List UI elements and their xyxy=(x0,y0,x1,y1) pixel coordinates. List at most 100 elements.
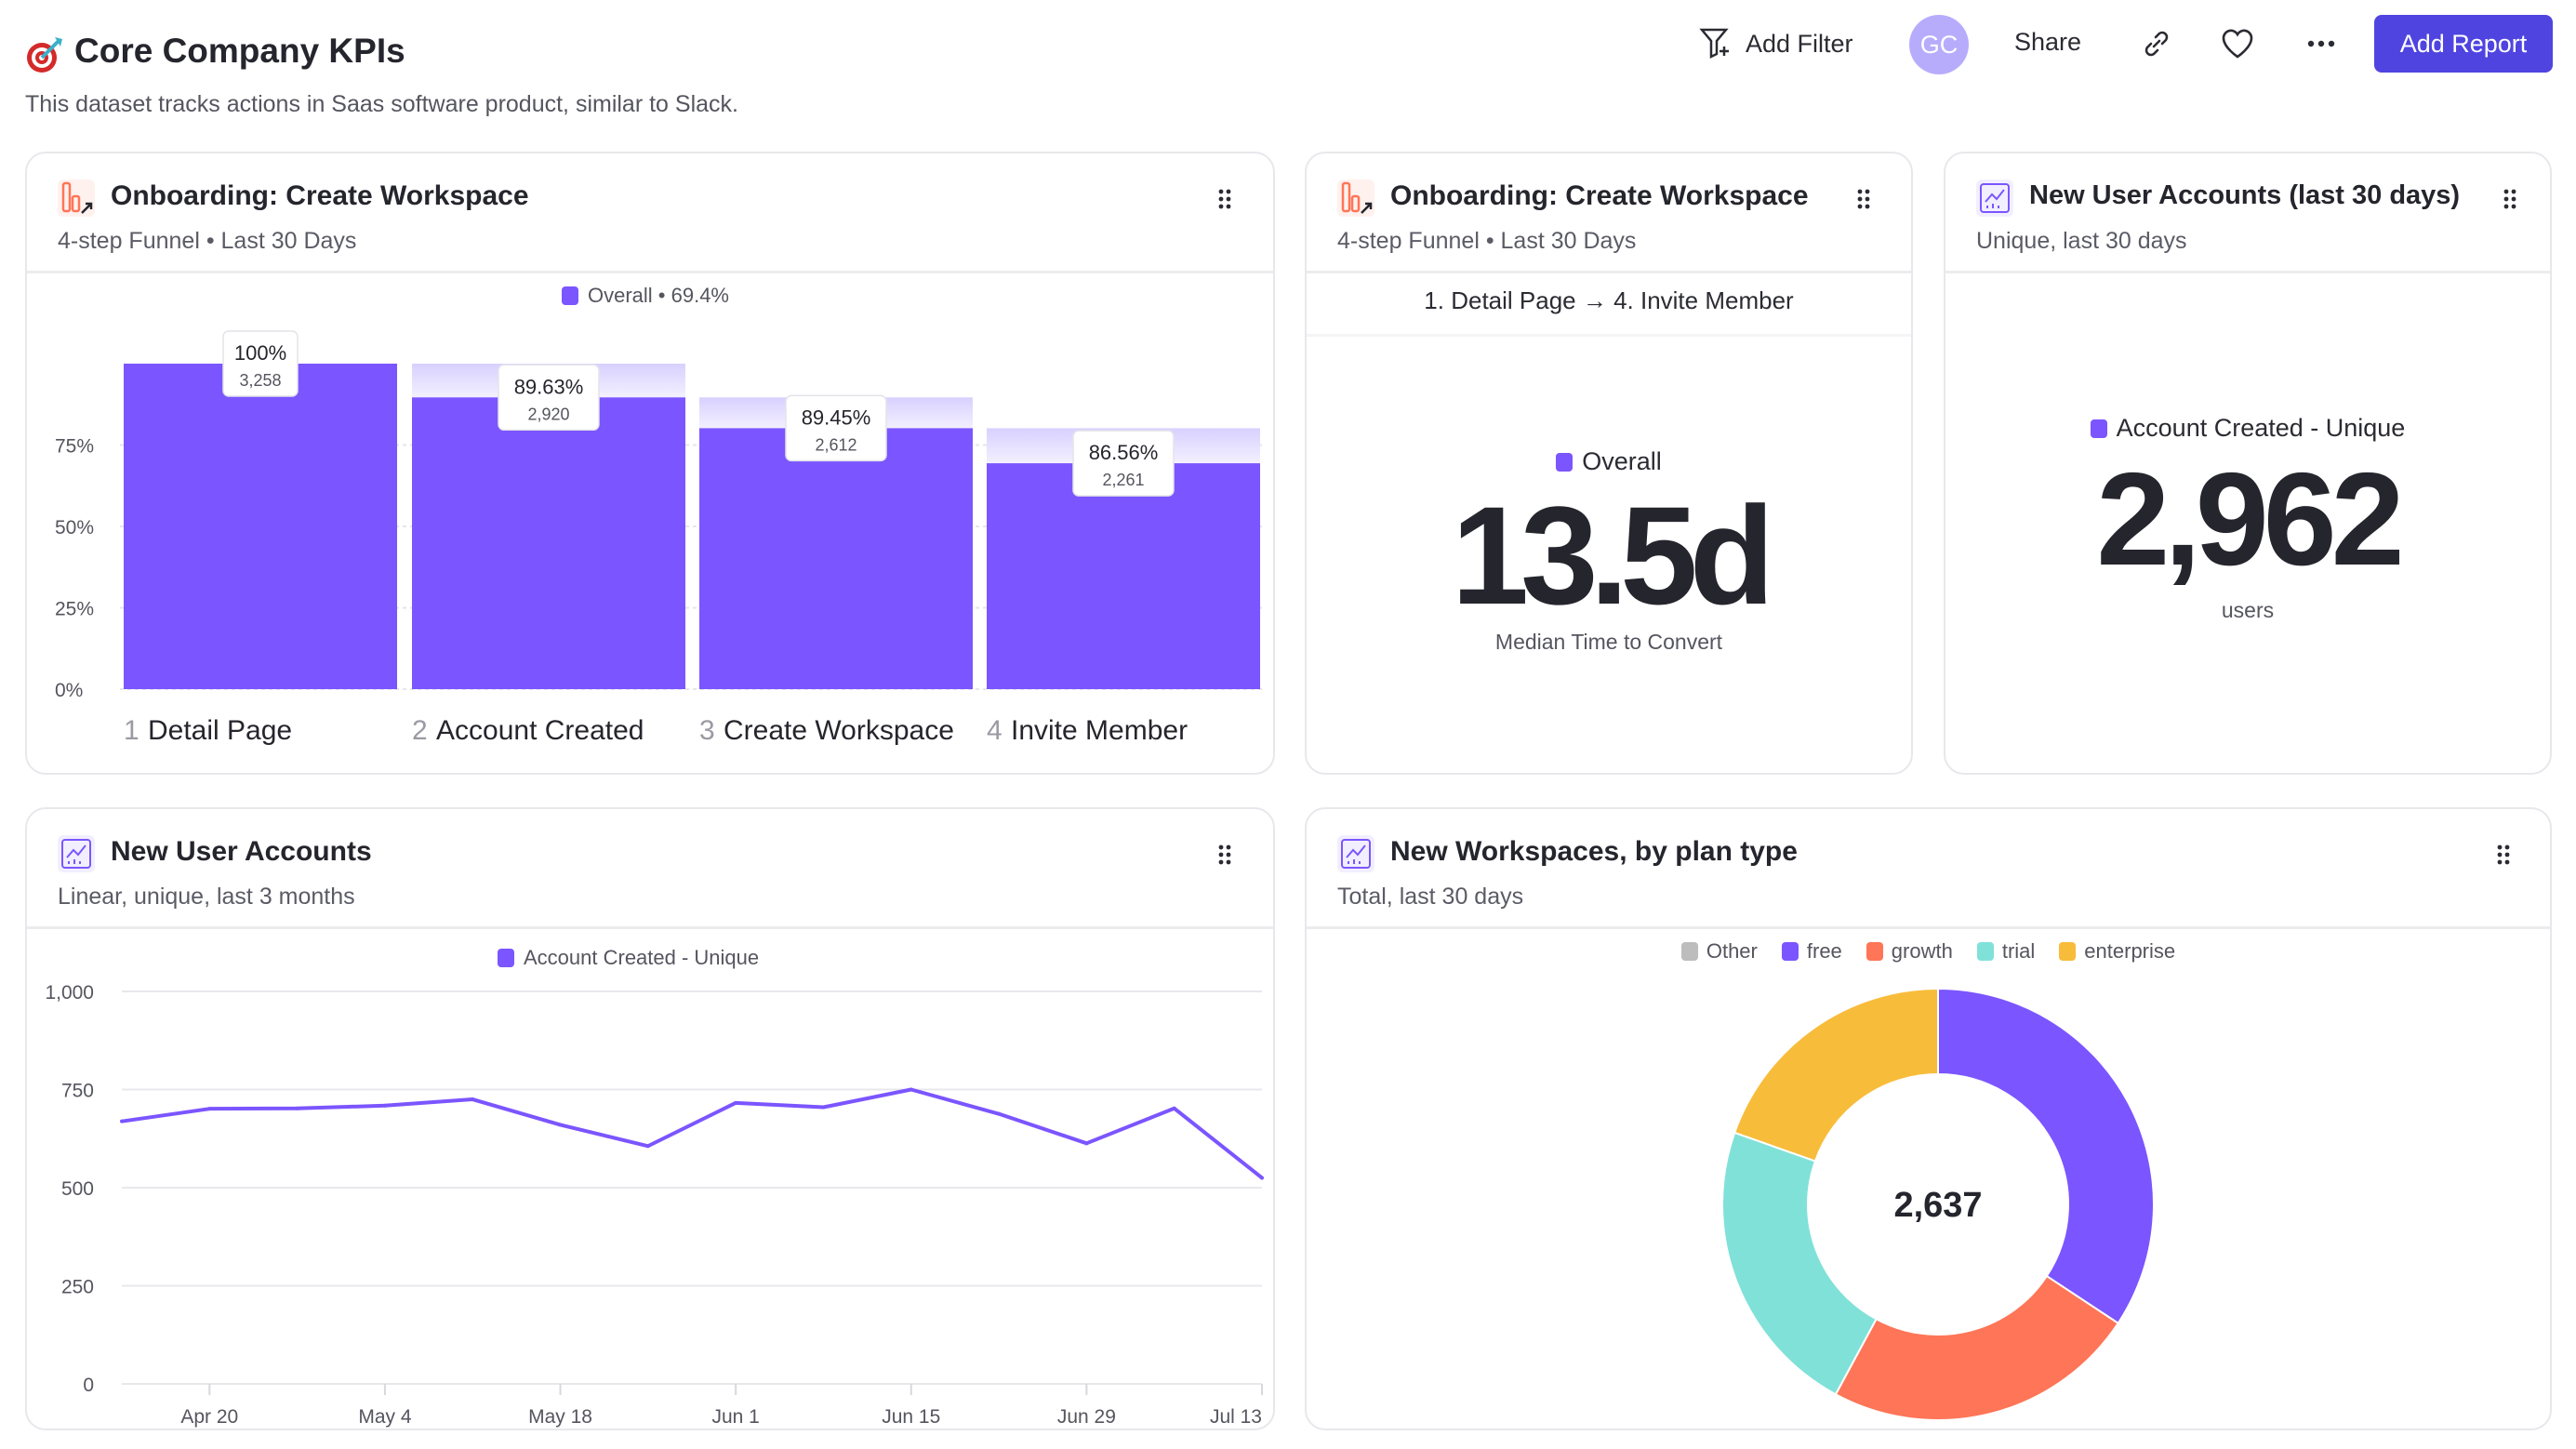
x-tick-label: Jun 29 xyxy=(1057,1406,1116,1428)
card-title: New User Accounts xyxy=(111,836,372,867)
drag-handle-icon[interactable] xyxy=(1857,189,1870,209)
x-tick-label: Jun 15 xyxy=(882,1406,940,1428)
data-point xyxy=(382,1103,387,1108)
legend-label: Account Created - Unique xyxy=(2116,414,2406,442)
filter-plus-icon xyxy=(1699,28,1729,60)
legend-label: Overall xyxy=(1582,447,1662,475)
legend-label: enterprise xyxy=(2084,939,2176,963)
step-label: Detail Page xyxy=(148,715,292,746)
step-label: Account Created xyxy=(436,715,644,746)
funnel-bar xyxy=(124,364,397,689)
data-point xyxy=(645,1144,650,1149)
y-tick-label: 250 xyxy=(61,1277,94,1298)
divider xyxy=(1307,271,1911,273)
data-point xyxy=(295,1106,299,1110)
card-title: New User Accounts (last 30 days) xyxy=(2029,180,2461,210)
funnel-bar xyxy=(987,463,1260,689)
add-filter-button[interactable]: Add Filter xyxy=(1699,26,1853,61)
line-chart-icon xyxy=(1337,835,1374,872)
funnel-bar xyxy=(699,428,973,689)
more-icon[interactable] xyxy=(2307,37,2335,54)
drag-handle-icon[interactable] xyxy=(2497,844,2510,865)
avatar[interactable]: GC xyxy=(1909,15,1969,74)
x-tick-label: May 18 xyxy=(528,1406,592,1428)
data-label-percent: 86.56% xyxy=(1089,441,1159,464)
divider xyxy=(1307,926,2550,929)
heart-icon[interactable] xyxy=(2221,28,2254,64)
data-point xyxy=(1260,1176,1264,1180)
donut-chart: 2,637 xyxy=(1721,987,2155,1421)
y-tick-label: 50% xyxy=(55,517,94,538)
data-label-count: 2,261 xyxy=(1102,471,1144,489)
chart-legend: Other free growth trial enterprise xyxy=(1307,939,2550,964)
legend-item-trial[interactable]: trial xyxy=(1976,939,2036,964)
card-subtitle: 4-step Funnel • Last 30 Days xyxy=(58,228,357,254)
funnel-report-card[interactable]: Onboarding: Create Workspace 4-step Funn… xyxy=(25,152,1275,775)
add-report-button[interactable]: Add Report xyxy=(2374,15,2553,73)
data-point xyxy=(997,1111,1002,1116)
card-subtitle: Total, last 30 days xyxy=(1337,884,1524,910)
donut-total: 2,637 xyxy=(1893,1186,1982,1225)
chart-legend: Overall • 69.4% xyxy=(562,284,729,308)
data-point xyxy=(207,1107,212,1111)
data-label-count: 2,920 xyxy=(527,405,569,423)
data-label-box xyxy=(1072,430,1175,497)
drag-handle-icon[interactable] xyxy=(2503,189,2516,209)
step-number: 3 xyxy=(699,715,715,746)
y-tick-label: 0 xyxy=(83,1375,94,1396)
legend-swatch xyxy=(1781,942,1799,961)
link-icon[interactable] xyxy=(2141,28,2172,64)
data-point xyxy=(1172,1106,1176,1110)
step-number: 4 xyxy=(987,715,1003,746)
data-point xyxy=(909,1087,913,1092)
legend-item-other[interactable]: Other xyxy=(1680,939,1758,964)
legend-swatch xyxy=(562,286,578,305)
divider xyxy=(27,926,1273,929)
legend-swatch xyxy=(2059,942,2077,961)
new-workspaces-card[interactable]: New Workspaces, by plan type Total, last… xyxy=(1305,807,2552,1430)
legend-item-free[interactable]: free xyxy=(1781,939,1842,964)
new-user-accounts-card[interactable]: New User Accounts Linear, unique, last 3… xyxy=(25,807,1275,1430)
legend-swatch xyxy=(498,949,514,967)
drag-handle-icon[interactable] xyxy=(1218,844,1231,865)
card-subtitle: 4-step Funnel • Last 30 Days xyxy=(1337,228,1637,254)
data-label-box xyxy=(498,364,600,432)
legend-item-growth[interactable]: growth xyxy=(1866,939,1953,964)
data-label-percent: 89.45% xyxy=(802,405,871,429)
time-to-convert-card[interactable]: Onboarding: Create Workspace 4-step Funn… xyxy=(1305,152,1913,775)
kpi-caption: users xyxy=(2221,598,2275,622)
legend-label: Other xyxy=(1706,939,1758,963)
legend-item-enterprise[interactable]: enterprise xyxy=(2059,939,2175,964)
funnel-bar xyxy=(412,397,685,689)
y-tick-label: 25% xyxy=(55,599,94,620)
x-tick-label: Apr 20 xyxy=(180,1406,238,1428)
drag-handle-icon[interactable] xyxy=(1218,189,1231,209)
step-label: Invite Member xyxy=(1011,715,1188,746)
legend-label: Account Created - Unique xyxy=(524,946,760,969)
line-chart-icon xyxy=(58,835,95,872)
legend-label: trial xyxy=(2001,939,2036,963)
card-title: Onboarding: Create Workspace xyxy=(1390,180,1809,211)
y-tick-label: 500 xyxy=(61,1178,94,1200)
new-user-accounts-30d-card[interactable]: New User Accounts (last 30 days) Unique,… xyxy=(1944,152,2552,775)
y-tick-label: 0% xyxy=(55,680,83,701)
share-button[interactable]: Share xyxy=(2014,28,2082,56)
donut-slice-free xyxy=(1937,987,2155,1325)
divider xyxy=(1307,334,1911,337)
x-tick-label: Jul 13 xyxy=(1210,1406,1262,1428)
y-tick-label: 75% xyxy=(55,436,94,458)
kpi-legend: Overall xyxy=(1307,447,1911,476)
legend-swatch xyxy=(1976,942,1994,961)
y-tick-label: 750 xyxy=(61,1081,94,1102)
x-tick-label: May 4 xyxy=(358,1406,412,1428)
target-icon xyxy=(25,35,64,74)
line-chart-icon xyxy=(1976,179,2013,217)
x-tick-label: Jun 1 xyxy=(711,1406,759,1428)
kpi-legend: Account Created - Unique xyxy=(1945,414,2550,443)
page-description: This dataset tracks actions in Saas soft… xyxy=(25,91,738,117)
data-point xyxy=(471,1097,475,1102)
kpi-caption: Median Time to Convert xyxy=(1494,630,1723,654)
funnel-icon xyxy=(58,179,95,217)
data-point xyxy=(821,1105,826,1110)
data-point xyxy=(558,1123,563,1127)
